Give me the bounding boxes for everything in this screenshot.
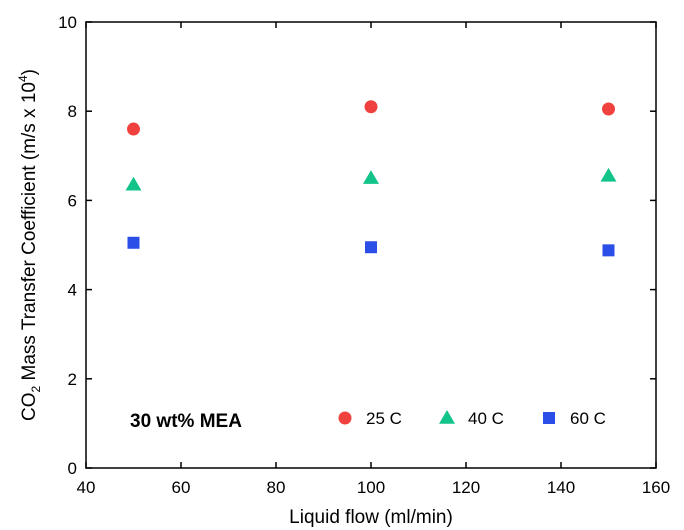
y-tick-label: 4: [68, 281, 77, 300]
y-tick-label: 0: [68, 459, 77, 478]
y-axis-title-part2: Mass Transfer Coefficient (m/s x 10: [19, 82, 40, 386]
legend-label-series-3: 60 C: [570, 409, 606, 428]
x-tick-label: 60: [172, 478, 191, 497]
x-tick-label: 40: [77, 478, 96, 497]
y-axis-title-part3: ): [19, 69, 40, 75]
x-tick-label: 80: [267, 478, 286, 497]
x-axis-title: Liquid flow (ml/min): [289, 507, 453, 528]
y-axis-ticks: 0 2 4 6 8 10: [58, 13, 656, 478]
chart-annotation: 30 wt% MEA: [130, 411, 242, 432]
y-tick-label: 2: [68, 370, 77, 389]
y-axis-title-subscript: 2: [29, 385, 43, 392]
data-point-series-1: [127, 122, 140, 136]
data-point-series-3: [602, 244, 615, 257]
x-tick-label: 120: [452, 478, 480, 497]
data-point-series-3: [127, 236, 140, 249]
legend: 25 C 40 C 60 C: [338, 409, 606, 428]
data-point-series-2: [600, 167, 617, 182]
y-axis-title-superscript: 4: [16, 75, 30, 82]
data-markers: [125, 100, 617, 257]
legend-label-series-1: 25 C: [366, 409, 402, 428]
legend-marker-series-1: [338, 411, 352, 425]
data-point-series-3: [365, 241, 377, 254]
y-tick-label: 10: [58, 13, 77, 32]
data-point-series-2: [125, 176, 142, 191]
legend-marker-series-3: [543, 412, 555, 424]
data-point-series-1: [364, 100, 378, 114]
x-tick-label: 100: [357, 478, 385, 497]
y-axis-title: CO2 Mass Transfer Coefficient (m/s x 104…: [16, 69, 43, 421]
y-axis-title-part1: CO: [19, 392, 40, 421]
y-tick-label: 6: [68, 191, 77, 210]
data-point-series-2: [363, 170, 379, 184]
y-tick-label: 8: [68, 102, 77, 121]
x-tick-label: 140: [547, 478, 575, 497]
legend-label-series-2: 40 C: [468, 409, 504, 428]
x-tick-label: 160: [642, 478, 670, 497]
x-axis-ticks: 40 60 80 100 120 140 160: [77, 22, 670, 497]
legend-marker-series-2: [439, 410, 455, 424]
data-point-series-1: [602, 102, 615, 116]
